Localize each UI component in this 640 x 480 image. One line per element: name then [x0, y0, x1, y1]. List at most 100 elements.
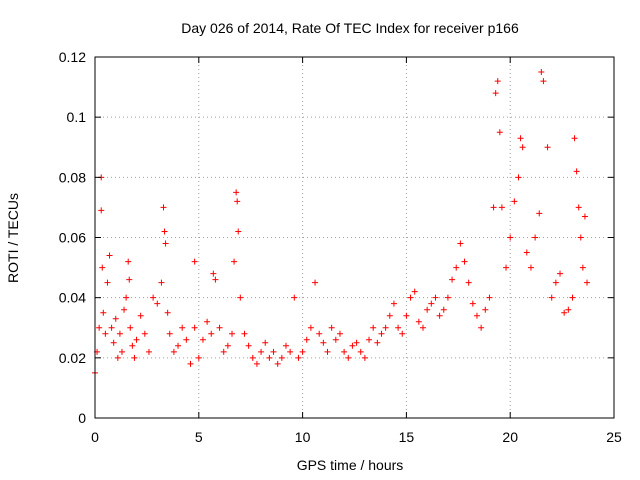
data-point	[473, 312, 480, 319]
data-point	[287, 348, 294, 355]
data-point	[361, 354, 368, 361]
data-point	[415, 318, 422, 325]
data-point	[382, 324, 389, 331]
data-point	[465, 279, 472, 286]
x-axis-ticks: 0 5 10 15 20 25	[91, 57, 622, 445]
data-point	[424, 306, 431, 313]
x-axis-label: GPS time / hours	[297, 457, 404, 473]
grid	[95, 57, 614, 418]
data-point	[407, 294, 414, 301]
data-point	[312, 279, 319, 286]
data-point	[336, 330, 343, 337]
data-point	[158, 279, 165, 286]
data-points	[92, 69, 591, 376]
data-point	[212, 276, 219, 283]
data-point	[515, 174, 522, 181]
data-point	[353, 339, 360, 346]
data-point	[332, 336, 339, 343]
data-point	[170, 348, 177, 355]
data-point	[258, 348, 265, 355]
data-point	[486, 294, 493, 301]
data-point	[233, 189, 240, 196]
data-point	[235, 228, 242, 235]
data-point	[162, 240, 169, 247]
data-point	[164, 309, 171, 316]
x-tick-label: 10	[295, 429, 311, 445]
data-point	[102, 330, 109, 337]
data-point	[291, 294, 298, 301]
data-point	[220, 348, 227, 355]
x-tick-label: 15	[399, 429, 415, 445]
data-point	[108, 324, 115, 331]
y-axis-ticks: 0 0.02 0.04 0.06 0.08 0.1 0.12	[59, 49, 614, 426]
data-point	[187, 360, 194, 367]
data-point	[494, 78, 501, 85]
y-tick-label: 0.04	[59, 290, 86, 306]
data-point	[123, 294, 130, 301]
data-point	[118, 348, 125, 355]
data-point	[565, 306, 572, 313]
data-point	[569, 294, 576, 301]
data-point	[282, 342, 289, 349]
data-point	[274, 360, 281, 367]
data-point	[316, 330, 323, 337]
y-tick-label: 0.02	[59, 350, 86, 366]
data-point	[395, 324, 402, 331]
data-point	[453, 264, 460, 271]
data-point	[482, 306, 489, 313]
data-point	[270, 348, 277, 355]
data-point	[114, 354, 121, 361]
data-point	[224, 342, 231, 349]
y-tick-label: 0	[78, 410, 86, 426]
data-point	[160, 204, 167, 211]
data-point	[106, 252, 113, 259]
data-point	[378, 330, 385, 337]
y-tick-label: 0.1	[67, 109, 87, 125]
data-point	[548, 294, 555, 301]
data-point	[420, 324, 427, 331]
data-point	[141, 330, 148, 337]
data-point	[121, 306, 128, 313]
data-point	[166, 330, 173, 337]
data-point	[127, 324, 134, 331]
data-point	[519, 144, 526, 151]
data-point	[99, 264, 106, 271]
data-point	[210, 270, 217, 277]
data-point	[129, 342, 136, 349]
data-point	[517, 135, 524, 142]
data-point	[295, 354, 302, 361]
data-point	[179, 324, 186, 331]
data-point	[154, 300, 161, 307]
data-point	[557, 270, 564, 277]
data-point	[320, 339, 327, 346]
data-point	[581, 213, 588, 220]
data-point	[349, 342, 356, 349]
data-point	[573, 168, 580, 175]
data-point	[538, 69, 545, 76]
data-point	[492, 90, 499, 97]
data-point	[208, 330, 215, 337]
data-point	[374, 339, 381, 346]
data-point	[457, 240, 464, 247]
data-point	[523, 249, 530, 256]
data-point	[370, 324, 377, 331]
data-point	[199, 336, 206, 343]
data-point	[324, 348, 331, 355]
data-point	[253, 360, 260, 367]
data-point	[299, 348, 306, 355]
data-point	[532, 234, 539, 241]
data-point	[126, 276, 133, 283]
data-point	[540, 78, 547, 85]
data-point	[386, 312, 393, 319]
data-point	[411, 288, 418, 295]
data-point	[137, 312, 144, 319]
data-point	[266, 354, 273, 361]
data-point	[191, 324, 198, 331]
data-point	[511, 198, 518, 205]
data-point	[183, 336, 190, 343]
y-tick-label: 0.08	[59, 169, 86, 185]
data-point	[241, 330, 248, 337]
data-point	[571, 135, 578, 142]
